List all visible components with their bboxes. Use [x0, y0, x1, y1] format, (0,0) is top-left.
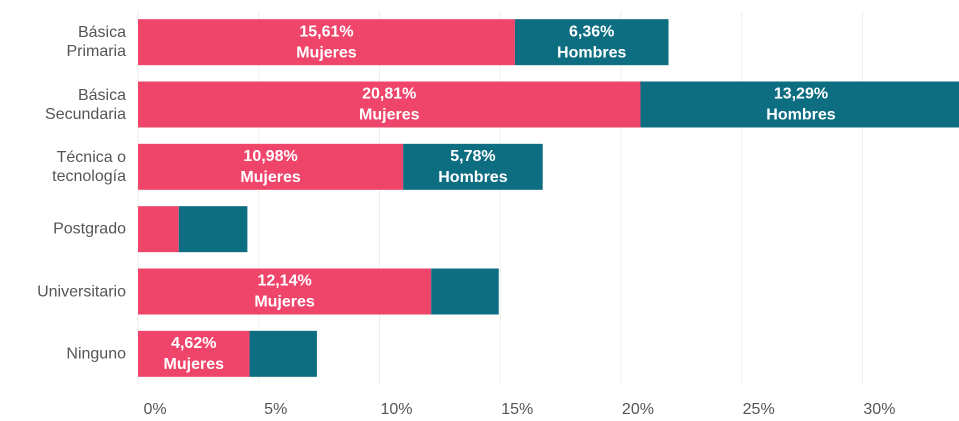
x-tick-label: 0% [143, 401, 166, 418]
bar-segment [138, 143, 404, 190]
bar-segment [138, 206, 179, 253]
bar-segment [640, 81, 959, 128]
segment-name: Hombres [766, 107, 835, 124]
value-label: 10,98% [243, 148, 297, 165]
value-label: 13,29% [774, 86, 828, 103]
segment-name: Mujeres [254, 294, 315, 311]
bar-segment [138, 268, 432, 315]
x-tick-label: 5% [264, 401, 287, 418]
x-tick-label: 30% [863, 401, 895, 418]
value-label: 12,14% [257, 273, 311, 290]
x-tick-label: 25% [743, 401, 775, 418]
segment-name: Mujeres [296, 44, 357, 61]
bar-segment [249, 330, 317, 377]
category-label: Postgrado [53, 220, 126, 238]
category-label: Básica Secundaria [45, 86, 126, 123]
value-label: 15,61% [299, 23, 353, 40]
category-label: Ninguno [66, 345, 126, 363]
bar-segment [178, 206, 248, 253]
segment-name: Hombres [557, 44, 626, 61]
segment-name: Hombres [438, 169, 507, 186]
bar-segment [514, 19, 669, 66]
category-label: Universitario [37, 283, 126, 300]
segment-name: Mujeres [240, 169, 301, 186]
category-label: Básica Primaria [66, 24, 126, 61]
bar-segment [138, 81, 641, 128]
bar-segment [431, 268, 499, 315]
x-tick-label: 20% [622, 401, 654, 418]
category-label: Técnica o tecnología [52, 148, 126, 185]
value-label: 20,81% [362, 86, 416, 103]
segment-name: Mujeres [164, 356, 225, 373]
bar-segment [138, 330, 250, 377]
x-tick-label: 15% [501, 401, 533, 418]
bar-segment [138, 19, 515, 66]
segment-name: Mujeres [359, 107, 420, 124]
value-label: 6,36% [569, 23, 614, 40]
value-label: 4,62% [171, 335, 216, 352]
value-label: 5,78% [450, 148, 495, 165]
bar-segment [403, 143, 543, 190]
x-tick-label: 10% [380, 401, 412, 418]
